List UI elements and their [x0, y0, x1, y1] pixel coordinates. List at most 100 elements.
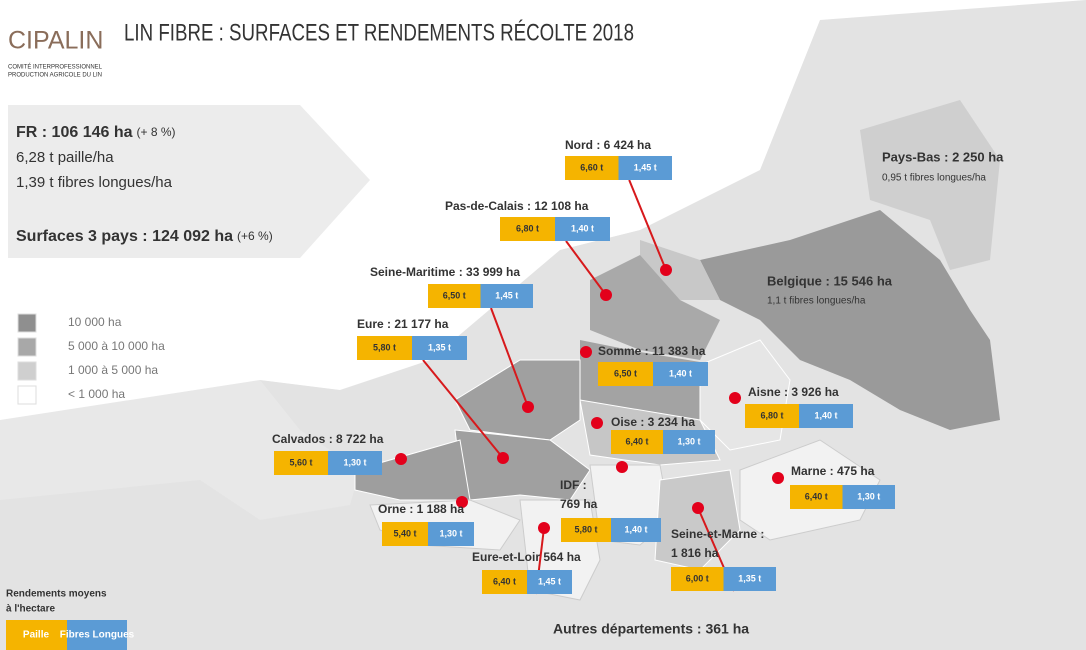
- legend-swatch: [17, 313, 37, 333]
- connector: [565, 240, 607, 296]
- fibres-box: [842, 485, 895, 509]
- region-label: Pas-de-Calais : 12 108 ha: [445, 199, 589, 213]
- fr-change: (+ 8 %): [137, 125, 176, 139]
- title: LIN FIBRE : SURFACES ET RENDEMENTS RÉCOL…: [124, 19, 634, 46]
- region-label: Somme : 11 383 ha: [598, 344, 706, 358]
- legend-swatch: [17, 385, 37, 405]
- region-label: Oise : 3 234 ha: [611, 415, 695, 429]
- region-label: Eure-et-Loir 564 ha: [472, 550, 581, 564]
- fibres-box: [799, 404, 853, 428]
- country-name: Pays-Bas : 2 250 ha: [882, 149, 1004, 164]
- netherlands: [860, 100, 1000, 270]
- fibres-box: [527, 570, 572, 594]
- region-label: Nord : 6 424 ha: [565, 138, 651, 152]
- paille-value: 6,40 t: [805, 491, 828, 501]
- fibres-value: 1,35 t: [738, 573, 761, 583]
- fibres-value: 1,40 t: [571, 223, 594, 233]
- seine-maritime: [454, 359, 581, 441]
- region-label: Marne : 475 ha: [791, 464, 875, 478]
- yield-legend-title: à l'hectare: [6, 604, 56, 615]
- region-dot: [729, 392, 741, 404]
- country-name: Belgique : 15 546 ha: [767, 273, 893, 288]
- region-label: Orne : 1 188 ha: [378, 502, 464, 516]
- region-label: Seine-et-Marne :: [671, 527, 764, 541]
- legend-label: 5 000 à 10 000 ha: [68, 339, 165, 353]
- region-dot: [497, 452, 509, 464]
- region-label: IDF :: [560, 478, 587, 492]
- fibres-box: [428, 522, 474, 546]
- region-dot: [522, 401, 534, 413]
- fibres-value: 1,30 t: [677, 436, 700, 446]
- region-dot: [580, 346, 592, 358]
- paille-value: 6,60 t: [580, 162, 603, 172]
- region-label: 769 ha: [560, 497, 598, 511]
- fibres-box: [611, 518, 661, 542]
- region-label: Seine-Maritime : 33 999 ha: [370, 265, 520, 279]
- legend-swatch: [17, 361, 37, 381]
- paille-box: [482, 570, 527, 594]
- connector: [628, 179, 667, 271]
- fibres-label: Fibres Longues: [60, 630, 135, 641]
- logo-sub: COMITÉ INTERPROFESSIONNEL: [8, 64, 103, 71]
- paille-label: Paille: [23, 630, 50, 641]
- fibres-box: [480, 284, 533, 308]
- region-dot: [395, 453, 407, 465]
- paille-value: 5,80 t: [373, 342, 396, 352]
- paille-box: [428, 284, 481, 308]
- legend-label: < 1 000 ha: [68, 387, 125, 401]
- fibres-value: 1,35 t: [428, 342, 451, 352]
- others: Autres départements : 361 ha: [553, 621, 749, 637]
- pas-de-calais: [590, 255, 720, 360]
- total-change: (+6 %): [237, 229, 273, 243]
- region-dot: [538, 522, 550, 534]
- fibres-value: 1,30 t: [857, 491, 880, 501]
- paille-box: [561, 518, 611, 542]
- paille-box: [565, 156, 619, 180]
- paille-value: 6,80 t: [760, 410, 783, 420]
- fibres-box: [412, 336, 467, 360]
- connector: [422, 359, 504, 459]
- paille-box: [611, 430, 663, 454]
- paille-box: [671, 567, 724, 591]
- fibres-swatch: [67, 620, 127, 650]
- paille-box: [598, 362, 653, 386]
- paille-value: 6,40 t: [625, 436, 648, 446]
- seine-et-marne: [654, 469, 741, 571]
- logo-sub: PRODUCTION AGRICOLE DU LIN: [8, 73, 102, 79]
- fr-total: FR : 106 146 ha (+ 8 %): [16, 124, 176, 141]
- fibres-value: 1,45 t: [538, 576, 561, 586]
- logo-box: [6, 28, 112, 54]
- country-note: 1,1 t fibres longues/ha: [767, 296, 866, 307]
- land: [0, 380, 360, 520]
- region-dot: [456, 496, 468, 508]
- fibres-box: [723, 567, 776, 591]
- fibres-value: 1,40 t: [669, 368, 692, 378]
- fibres-value: 1,30 t: [439, 528, 462, 538]
- country-note: 0,95 t fibres longues/ha: [882, 173, 986, 184]
- paille-box: [382, 522, 428, 546]
- fibres-value: 1,45 t: [634, 162, 657, 172]
- paille-value: 6,00 t: [686, 573, 709, 583]
- region-label: Eure : 21 177 ha: [357, 317, 449, 331]
- paille-value: 6,50 t: [443, 290, 466, 300]
- paille-value: 5,40 t: [393, 528, 416, 538]
- paille-swatch: [6, 620, 67, 650]
- summary-box: [8, 105, 370, 258]
- fibres-value: 1,40 t: [624, 524, 647, 534]
- legend-swatch: [17, 337, 37, 357]
- yield-legend-title: Rendements moyens: [6, 589, 107, 600]
- fr-paille: 6,28 t paille/ha: [16, 149, 114, 166]
- region-dot: [772, 472, 784, 484]
- legend-label: 10 000 ha: [68, 315, 122, 329]
- paille-value: 6,80 t: [516, 223, 539, 233]
- region-dot: [616, 461, 628, 473]
- logo: CIPALIN: [8, 27, 103, 55]
- total: Surfaces 3 pays : 124 092 ha (+6 %): [16, 228, 273, 245]
- fr-total: FR : 106 146 ha: [16, 124, 133, 141]
- fibres-box: [328, 451, 382, 475]
- region-dot: [591, 417, 603, 429]
- connector: [490, 307, 529, 408]
- fibres-box: [618, 156, 672, 180]
- region-dot: [600, 289, 612, 301]
